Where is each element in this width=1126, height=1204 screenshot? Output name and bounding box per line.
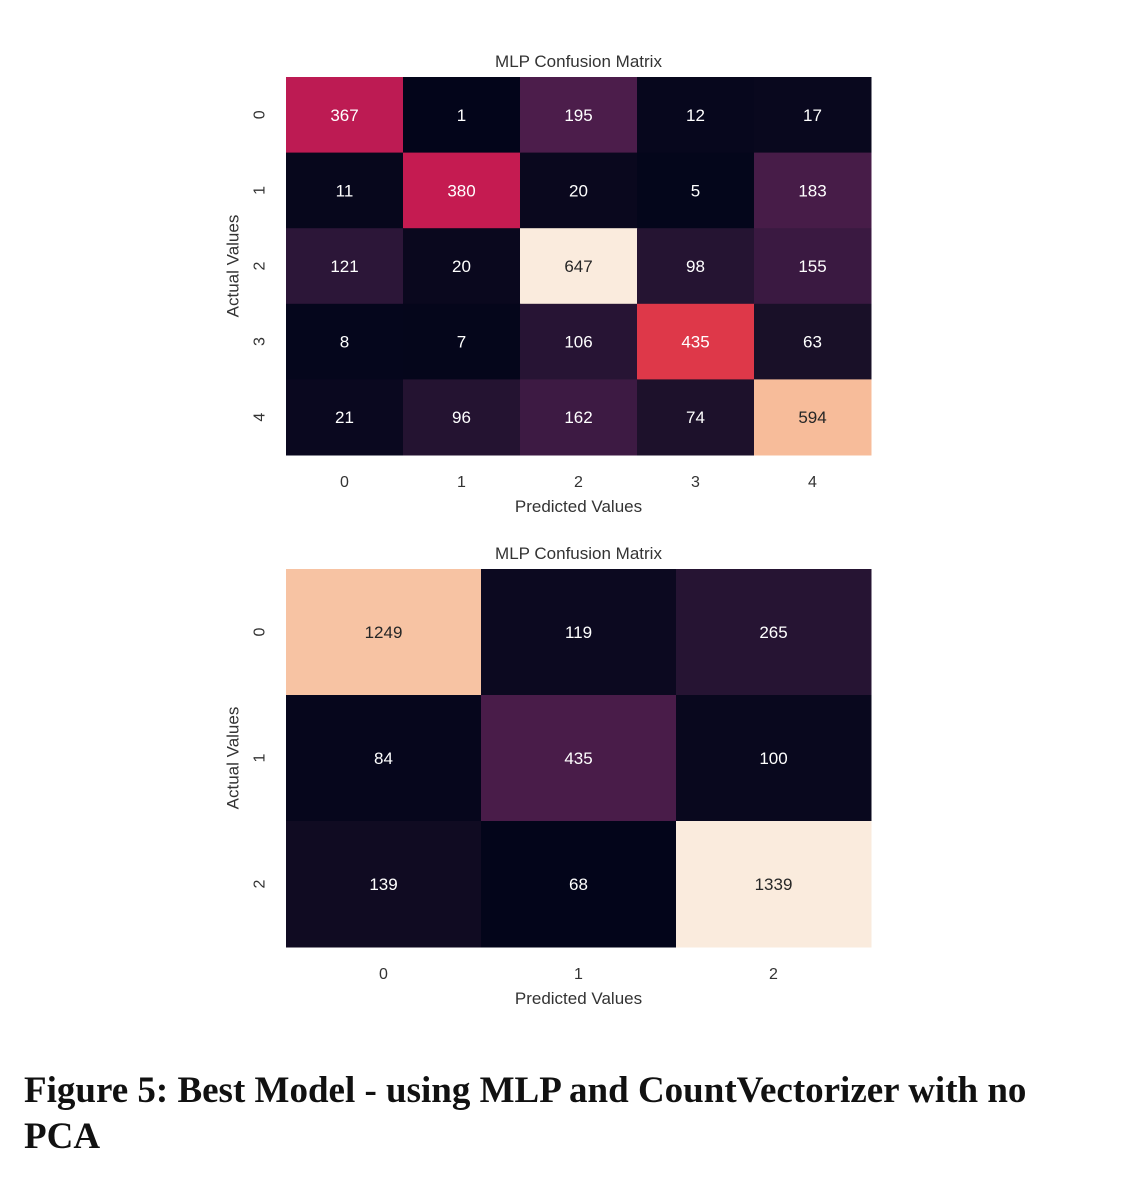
cell-value-label: 98 [686,257,705,276]
cell-value-label: 647 [564,257,592,276]
heatmap-cell [286,821,482,948]
cell-value-label: 195 [564,106,592,125]
heatmap-cell [520,303,638,380]
x-tick-label: 0 [340,474,349,491]
x-tick-label: 0 [379,966,388,983]
heatmap-cell [403,379,521,456]
cell-value-label: 11 [336,181,354,200]
heatmap-cell [676,695,872,822]
x-tick-label: 1 [457,474,466,491]
cell-value-label: 100 [759,749,787,768]
cell-value-label: 68 [569,875,588,894]
heatmap-cell [403,303,521,380]
y-tick-label: 2 [252,879,269,888]
cell-value-label: 1339 [755,875,793,894]
heatmap-cell [754,228,872,305]
x-tick-label: 4 [808,474,817,491]
x-axis-label: Predicted Values [515,989,642,1008]
y-tick-label: 2 [252,261,269,270]
heatmap-cell [637,379,755,456]
cell-value-label: 265 [759,623,787,642]
cell-value-label: 155 [798,257,826,276]
figure-caption: Figure 5: Best Model - using MLP and Cou… [24,1070,1027,1157]
heatmap-cell [520,379,638,456]
heatmap-cell [286,152,404,229]
heatmap-cell [637,303,755,380]
heatmap-cell [286,569,482,696]
cell-value-label: 96 [452,408,471,427]
heatmap-cell [676,821,872,948]
x-tick-label: 2 [769,966,778,983]
x-tick-label: 2 [574,474,583,491]
cell-value-label: 162 [564,408,592,427]
y-tick-label: 0 [252,627,269,636]
heatmap-cell [286,303,404,380]
chart-title: MLP Confusion Matrix [495,544,662,563]
heatmap-cell [637,77,755,154]
cell-value-label: 139 [369,875,397,894]
heatmap-cell [286,379,404,456]
heatmap-cell [520,77,638,154]
cell-value-label: 183 [798,181,826,200]
x-tick-label: 1 [574,966,583,983]
heatmap-cell [754,77,872,154]
y-tick-label: 4 [252,413,269,422]
heatmap-cell [754,379,872,456]
heatmap-cell [754,303,872,380]
cell-value-label: 119 [565,623,592,642]
cell-value-label: 21 [335,408,354,427]
cell-value-label: 435 [564,749,592,768]
heatmap-cell [481,821,677,948]
y-tick-label: 1 [252,753,269,762]
heatmap-cell [403,77,521,154]
y-tick-label: 3 [252,337,269,346]
heatmap-cell [520,228,638,305]
cell-value-label: 7 [457,333,466,352]
heatmap-cell [637,152,755,229]
heatmap-cell [520,152,638,229]
cell-value-label: 84 [374,749,393,768]
cell-value-label: 63 [803,333,822,352]
heatmap-cell [286,77,404,154]
cell-value-label: 1249 [365,623,403,642]
x-axis-label: Predicted Values [515,497,642,516]
heatmap-cell [286,228,404,305]
cell-value-label: 17 [803,106,822,125]
figure: MLP Confusion Matrix 367 1 195 12 17 11 380 20 5 1… [224,52,872,1008]
heatmap-cell [754,152,872,229]
cell-value-label: 8 [340,333,349,352]
heatmap-cell [481,569,677,696]
cell-value-label: 380 [447,181,475,200]
heatmap-cell [403,152,521,229]
heatmap-cell [676,569,872,696]
cell-value-label: 106 [564,333,592,352]
chart-title: MLP Confusion Matrix [495,52,662,71]
y-axis-label: Actual Values [224,707,243,810]
cell-value-label: 5 [691,181,700,200]
heatmap-cell [403,228,521,305]
heatmap-cell [286,695,482,822]
cell-value-label: 435 [681,333,709,352]
cell-value-label: 20 [452,257,471,276]
cell-value-label: 121 [330,257,358,276]
x-tick-label: 3 [691,474,700,491]
y-tick-label: 1 [252,186,269,195]
cell-value-label: 20 [569,181,588,200]
cell-value-label: 1 [457,106,466,125]
cell-value-label: 594 [798,408,826,427]
heatmap-cell [637,228,755,305]
heatmap-cell [481,695,677,822]
cell-value-label: 12 [686,106,705,125]
y-tick-label: 0 [252,110,269,119]
cell-value-label: 367 [330,106,358,125]
y-axis-label: Actual Values [224,215,243,318]
cell-value-label: 74 [686,408,705,427]
